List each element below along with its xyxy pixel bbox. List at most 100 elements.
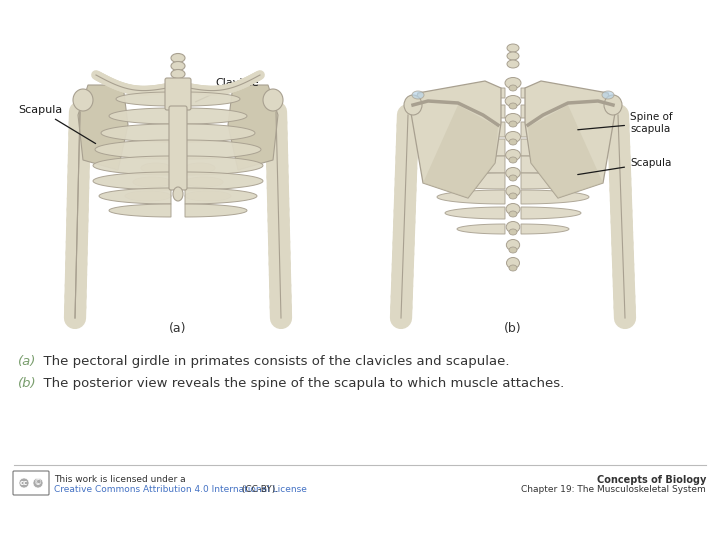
Text: The posterior view reveals the spine of the scapula to which muscle attaches.: The posterior view reveals the spine of … bbox=[35, 377, 564, 390]
Ellipse shape bbox=[507, 60, 519, 68]
Ellipse shape bbox=[171, 62, 185, 71]
Ellipse shape bbox=[263, 89, 283, 111]
Ellipse shape bbox=[507, 52, 519, 60]
Polygon shape bbox=[185, 140, 261, 159]
Text: (b): (b) bbox=[504, 322, 522, 335]
Ellipse shape bbox=[506, 221, 520, 233]
Polygon shape bbox=[521, 224, 569, 234]
Polygon shape bbox=[525, 81, 615, 198]
Polygon shape bbox=[521, 122, 581, 137]
Ellipse shape bbox=[509, 157, 517, 163]
FancyBboxPatch shape bbox=[13, 471, 49, 495]
Text: The pectoral girdle in primates consists of the clavicles and scapulae.: The pectoral girdle in primates consists… bbox=[35, 355, 510, 368]
Ellipse shape bbox=[171, 70, 185, 78]
Polygon shape bbox=[521, 105, 571, 118]
Polygon shape bbox=[185, 188, 257, 204]
Ellipse shape bbox=[506, 204, 520, 214]
Ellipse shape bbox=[505, 167, 521, 179]
Ellipse shape bbox=[185, 177, 223, 187]
Ellipse shape bbox=[185, 191, 231, 201]
Polygon shape bbox=[521, 156, 593, 173]
Ellipse shape bbox=[509, 211, 517, 217]
Polygon shape bbox=[521, 207, 581, 219]
Ellipse shape bbox=[509, 85, 517, 91]
Ellipse shape bbox=[509, 121, 517, 127]
Polygon shape bbox=[528, 105, 603, 198]
Ellipse shape bbox=[505, 113, 521, 125]
Text: (b): (b) bbox=[18, 377, 37, 390]
Ellipse shape bbox=[604, 95, 622, 115]
Polygon shape bbox=[185, 92, 240, 106]
FancyBboxPatch shape bbox=[165, 78, 191, 110]
Text: (CC-BY).: (CC-BY). bbox=[239, 485, 278, 494]
Ellipse shape bbox=[173, 187, 183, 201]
Polygon shape bbox=[433, 173, 505, 189]
Text: (a): (a) bbox=[18, 355, 37, 368]
Polygon shape bbox=[185, 156, 263, 175]
Ellipse shape bbox=[185, 163, 215, 173]
Polygon shape bbox=[437, 190, 505, 204]
Polygon shape bbox=[445, 122, 505, 137]
Polygon shape bbox=[228, 85, 278, 170]
Ellipse shape bbox=[509, 247, 517, 253]
FancyBboxPatch shape bbox=[169, 106, 187, 190]
Polygon shape bbox=[99, 188, 171, 204]
Polygon shape bbox=[445, 207, 505, 219]
Polygon shape bbox=[521, 139, 589, 156]
Polygon shape bbox=[116, 92, 171, 106]
Text: Creative Commons Attribution 4.0 International License: Creative Commons Attribution 4.0 Interna… bbox=[54, 485, 307, 494]
Ellipse shape bbox=[509, 229, 517, 235]
Polygon shape bbox=[465, 88, 505, 98]
Text: Spine of
scapula: Spine of scapula bbox=[577, 112, 672, 134]
Ellipse shape bbox=[133, 177, 171, 187]
Text: ©: © bbox=[34, 478, 42, 488]
Ellipse shape bbox=[125, 191, 171, 201]
Ellipse shape bbox=[505, 96, 521, 106]
Polygon shape bbox=[455, 105, 505, 118]
Polygon shape bbox=[185, 204, 247, 217]
Ellipse shape bbox=[19, 478, 29, 488]
Ellipse shape bbox=[509, 175, 517, 181]
Polygon shape bbox=[437, 139, 505, 156]
Text: Chapter 19: The Musculoskeletal System: Chapter 19: The Musculoskeletal System bbox=[521, 485, 706, 494]
Ellipse shape bbox=[404, 95, 422, 115]
Text: Scapula: Scapula bbox=[18, 105, 96, 144]
Polygon shape bbox=[109, 108, 171, 124]
Text: cc: cc bbox=[20, 480, 28, 486]
Polygon shape bbox=[433, 156, 505, 173]
Ellipse shape bbox=[506, 186, 520, 197]
Polygon shape bbox=[109, 204, 171, 217]
Ellipse shape bbox=[505, 150, 521, 160]
Ellipse shape bbox=[509, 103, 517, 109]
Ellipse shape bbox=[141, 163, 171, 173]
Ellipse shape bbox=[171, 53, 185, 63]
Polygon shape bbox=[185, 124, 255, 142]
Ellipse shape bbox=[412, 91, 424, 99]
Polygon shape bbox=[78, 85, 128, 170]
Polygon shape bbox=[521, 88, 561, 98]
Ellipse shape bbox=[73, 89, 93, 111]
Polygon shape bbox=[95, 140, 171, 159]
Polygon shape bbox=[185, 108, 247, 124]
Polygon shape bbox=[423, 105, 498, 198]
Ellipse shape bbox=[33, 478, 43, 488]
Ellipse shape bbox=[505, 132, 521, 143]
Ellipse shape bbox=[509, 193, 517, 199]
Ellipse shape bbox=[602, 91, 614, 99]
Text: This work is licensed under a: This work is licensed under a bbox=[54, 475, 186, 484]
Ellipse shape bbox=[509, 139, 517, 145]
Text: Concepts of Biology: Concepts of Biology bbox=[597, 475, 706, 485]
Polygon shape bbox=[185, 172, 263, 190]
Polygon shape bbox=[93, 156, 171, 175]
Polygon shape bbox=[101, 124, 171, 142]
Text: (a): (a) bbox=[169, 322, 186, 335]
Text: Clavicle: Clavicle bbox=[196, 78, 258, 102]
Polygon shape bbox=[521, 173, 593, 189]
Polygon shape bbox=[521, 190, 589, 204]
Ellipse shape bbox=[506, 240, 520, 251]
Text: Scapula: Scapula bbox=[577, 158, 671, 174]
Ellipse shape bbox=[509, 265, 517, 271]
Polygon shape bbox=[457, 224, 505, 234]
Polygon shape bbox=[93, 172, 171, 190]
Ellipse shape bbox=[506, 258, 520, 268]
